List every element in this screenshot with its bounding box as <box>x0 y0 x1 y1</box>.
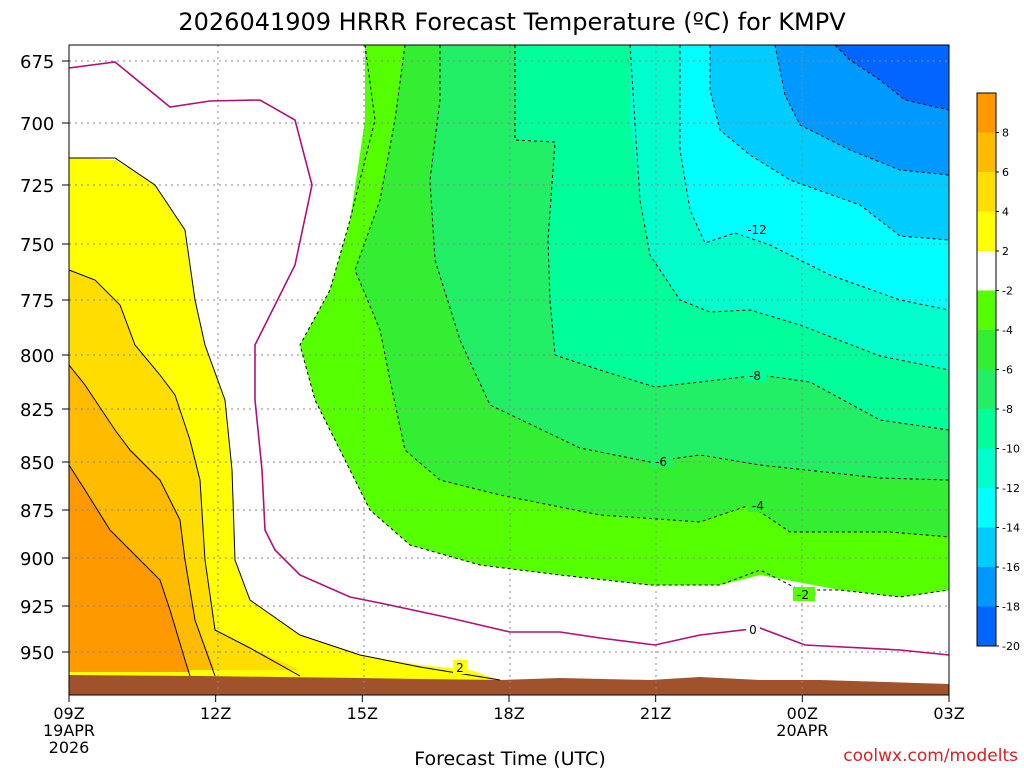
colorbar-swatch <box>977 567 996 607</box>
colorbar-label: 4 <box>1002 206 1009 219</box>
colorbar-swatch <box>977 211 996 252</box>
colorbar-swatch <box>977 369 996 410</box>
colorbar-swatch <box>977 527 996 568</box>
colorbar-label: -20 <box>1002 640 1020 653</box>
colorbar-label: -4 <box>1002 324 1013 337</box>
contour-minus-16 <box>774 44 950 176</box>
colorbar: 8 6 4 2 -2 -4 -6 -8 -10 -12 -14 -16 -18 -20 <box>976 92 1020 653</box>
colorbar-label: -16 <box>1002 561 1020 574</box>
colorbar-swatch <box>977 488 996 528</box>
colorbar-swatch <box>977 330 996 370</box>
contour-label: -6 <box>655 455 667 469</box>
plot-area <box>69 45 949 695</box>
contour-plus-6 <box>68 364 216 677</box>
y-tick-label: 700 <box>20 114 54 135</box>
x-tick-label: 03Z <box>933 704 964 723</box>
contour-minus-18 <box>834 44 950 111</box>
colorbar-label: -6 <box>1002 364 1013 377</box>
x-tick-label: 21Z <box>640 704 671 723</box>
colorbar-swatch <box>977 251 996 291</box>
contour-minus-6 <box>429 45 950 481</box>
colorbar-label: -12 <box>1002 482 1020 495</box>
contour-labels: 2 0 -2 -4 -6 -8 -12 <box>453 222 815 675</box>
colorbar-swatch <box>977 290 996 331</box>
fill-minus-18 <box>835 45 949 110</box>
y-tick-label: 925 <box>20 597 54 618</box>
colorbar-label: 2 <box>1002 245 1009 258</box>
x-tick-label: 00Z <box>787 704 818 723</box>
contour-label: -2 <box>797 588 809 602</box>
y-tick-label: 950 <box>20 643 54 664</box>
colorbar-label: 6 <box>1002 166 1009 179</box>
contour-label: -4 <box>752 499 764 513</box>
y-tick-label: 900 <box>20 549 54 570</box>
contour-0 <box>68 61 950 656</box>
contour-plus-4 <box>68 269 301 677</box>
x-tick-label: 18Z <box>493 704 524 723</box>
colorbar-label: 8 <box>1002 127 1009 140</box>
y-tick-label: 675 <box>20 52 54 73</box>
colorbar-swatch <box>977 448 996 489</box>
y-axis: 675 700 725 750 775 800 825 850 875 900 925 950 <box>20 52 69 664</box>
contour-label: 0 <box>749 623 757 637</box>
contour-label: -8 <box>749 369 761 383</box>
colorbar-label: -14 <box>1002 522 1020 535</box>
colorbar-label: -8 <box>1002 403 1013 416</box>
contour-minus-14 <box>709 45 950 241</box>
fill-plus-8 <box>69 465 190 672</box>
y-tick-label: 825 <box>20 400 54 421</box>
y-tick-label: 875 <box>20 501 54 522</box>
colorbar-swatch <box>977 409 996 449</box>
contour-plus-2 <box>69 157 501 681</box>
grid <box>69 45 949 695</box>
colorbar-label: -18 <box>1002 601 1020 614</box>
colorbar-swatch <box>977 132 996 173</box>
contour-label: 2 <box>456 661 464 675</box>
credit-text: coolwx.com/modelts <box>843 746 1018 766</box>
colorbar-swatch <box>977 606 996 647</box>
x-tick-label: 09Z <box>53 704 84 723</box>
x-tick-label: 12Z <box>200 704 231 723</box>
y-tick-label: 850 <box>20 453 54 474</box>
y-tick-label: 775 <box>20 291 54 312</box>
x-date-label: 20APR <box>776 721 828 740</box>
contour-plus-8 <box>68 464 191 677</box>
x-date-label: 19APR <box>43 721 95 740</box>
contour-label: -12 <box>747 223 767 237</box>
x-tick-label: 15Z <box>347 704 378 723</box>
y-tick-label: 800 <box>20 346 54 367</box>
x-axis-title: Forecast Time (UTC) <box>414 748 605 768</box>
colorbar-swatch <box>977 172 996 212</box>
terrain <box>69 675 949 695</box>
contour-minus-4 <box>354 44 950 538</box>
colorbar-swatch <box>977 93 996 133</box>
colorbar-label: -2 <box>1002 285 1013 298</box>
y-tick-label: 750 <box>20 235 54 256</box>
colorbar-label: -10 <box>1002 443 1020 456</box>
y-tick-label: 725 <box>20 176 54 197</box>
chart-title: 2026041909 HRRR Forecast Temperature (ºC… <box>178 8 846 36</box>
x-date-label: 2026 <box>49 738 90 757</box>
